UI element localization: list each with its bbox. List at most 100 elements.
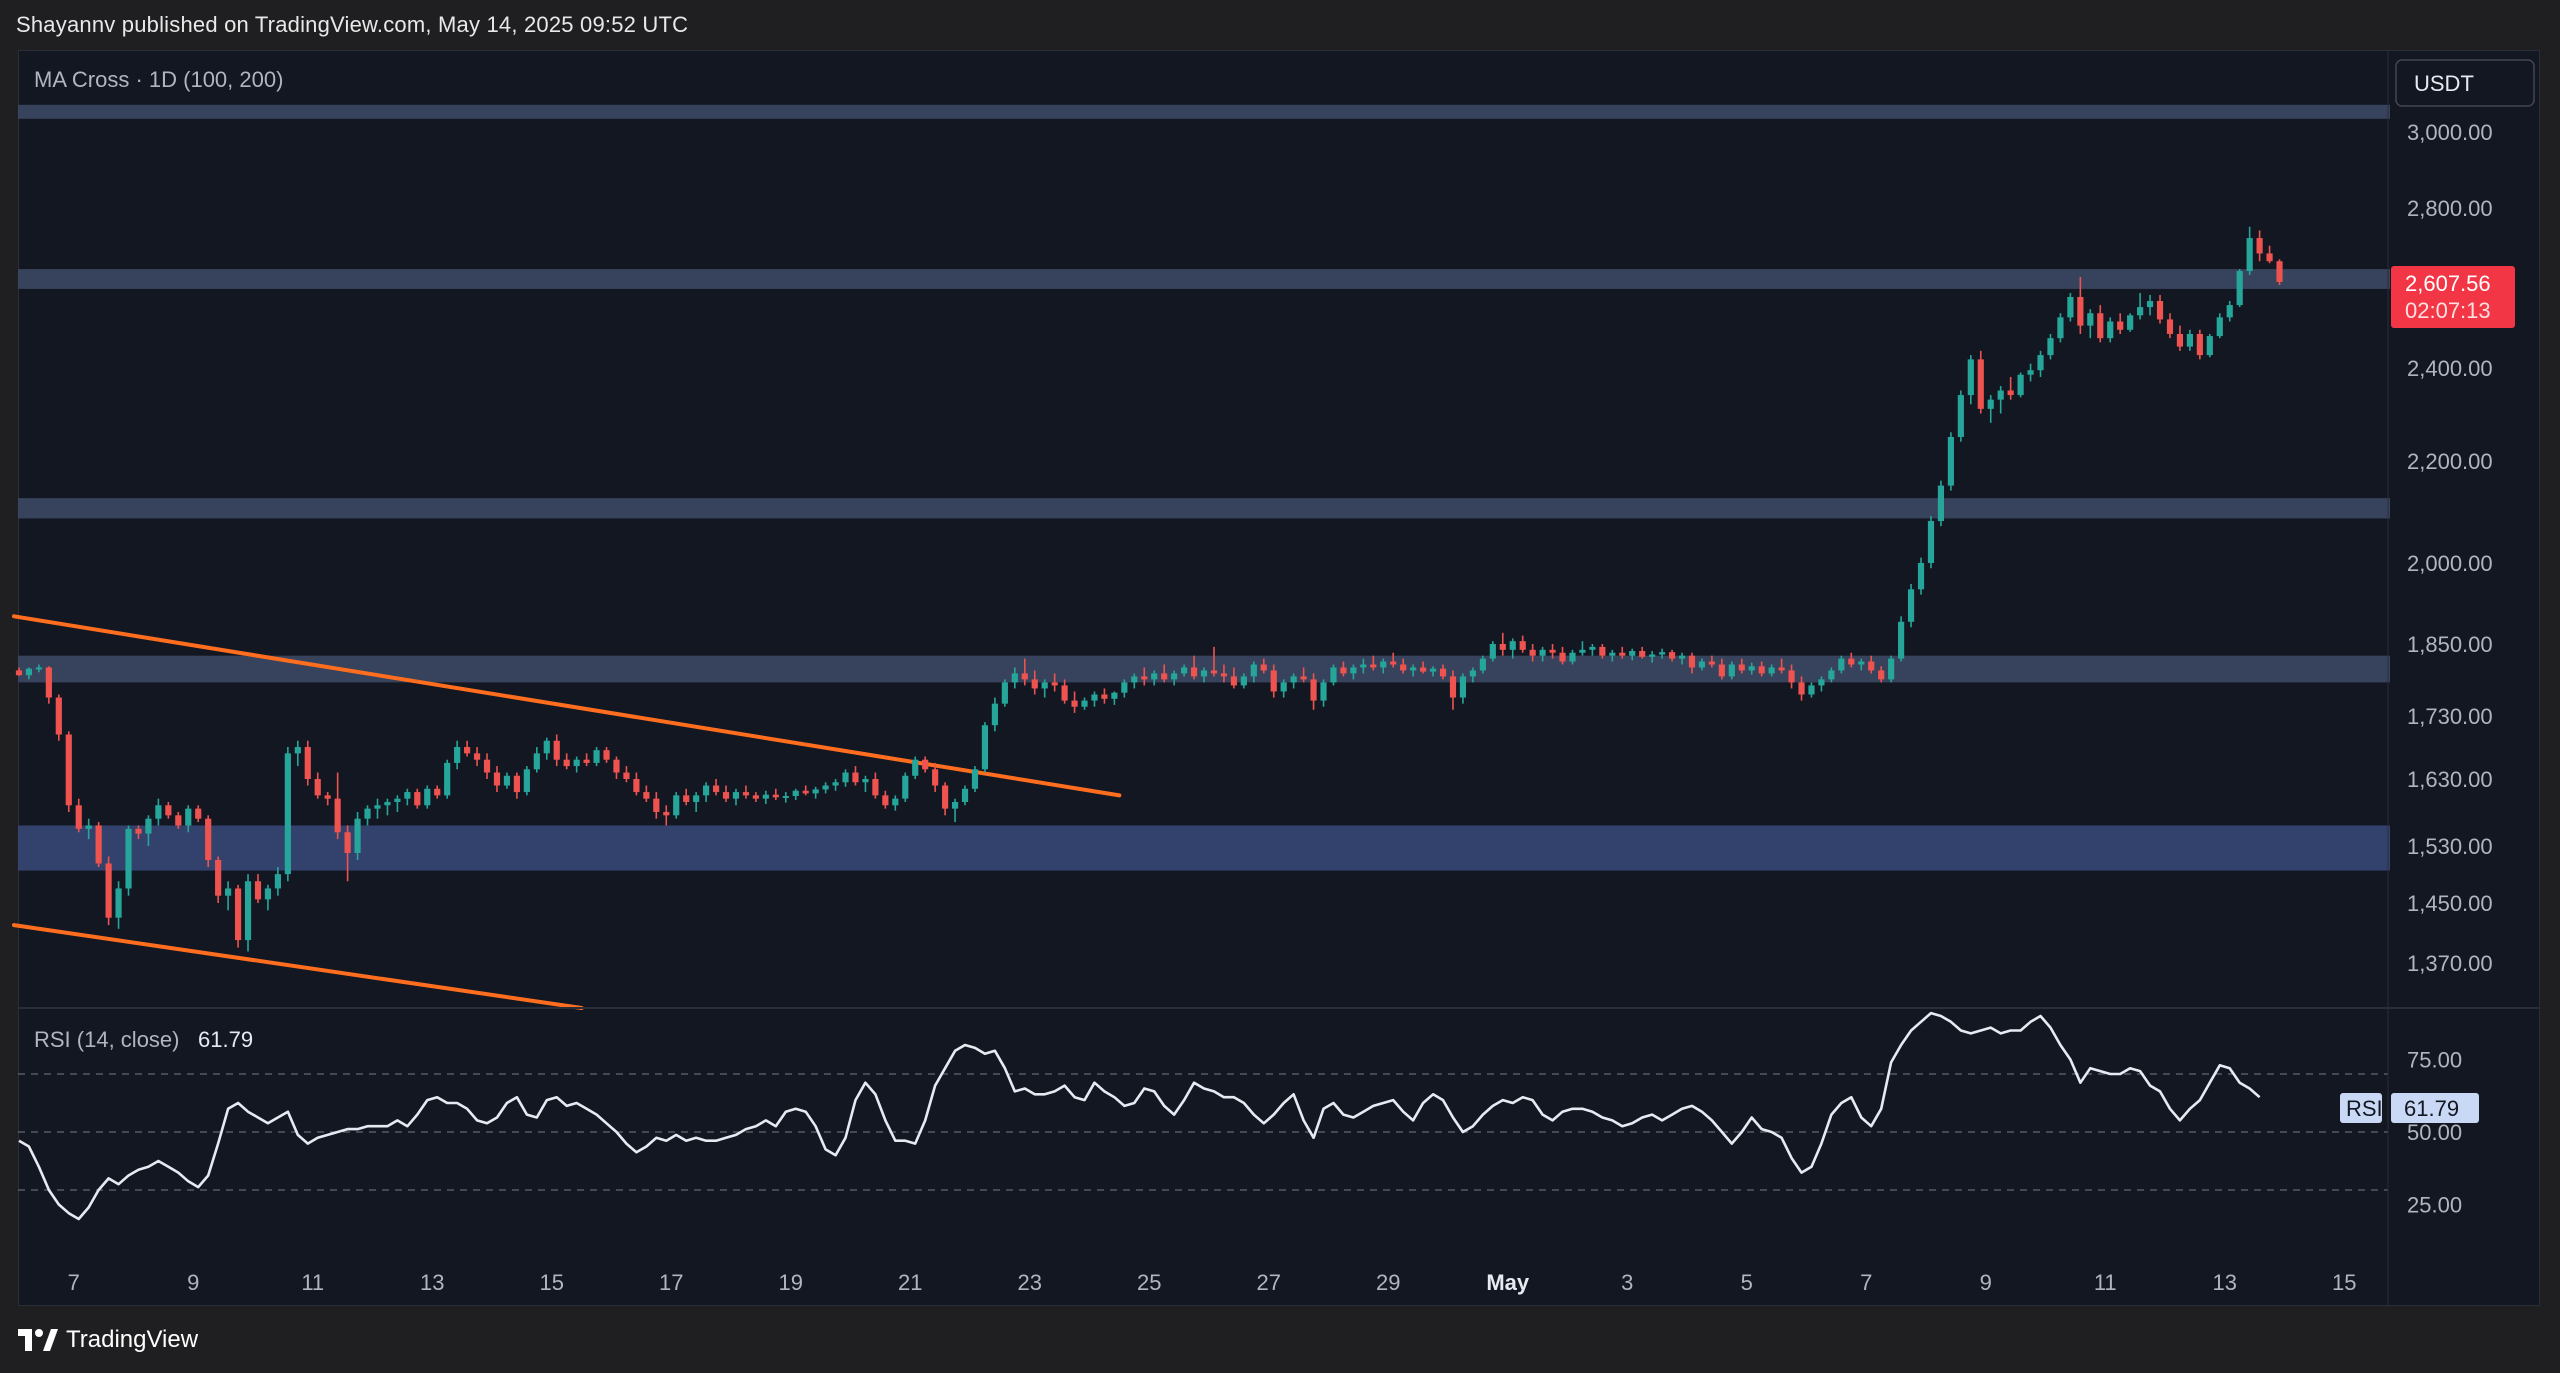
candle-body: [1937, 485, 1945, 522]
candle: [1101, 688, 1108, 704]
candle: [1728, 661, 1735, 680]
candle-body: [1788, 670, 1795, 683]
candle: [872, 772, 879, 799]
candle: [1838, 655, 1845, 674]
candle-body: [1519, 641, 1526, 650]
candle: [215, 856, 222, 903]
candle-body: [1250, 664, 1257, 677]
candle-body: [842, 772, 849, 783]
candle: [2166, 313, 2174, 339]
candle: [2186, 329, 2193, 351]
candle: [762, 790, 769, 804]
indicator-label[interactable]: MA Cross · 1D (100, 200): [34, 67, 283, 92]
time-tick-label: 11: [301, 1270, 324, 1295]
trendline[interactable]: [12, 923, 584, 1010]
candle-body: [1061, 685, 1068, 701]
time-tick-label: 13: [2213, 1270, 2237, 1295]
brand-name[interactable]: TradingView: [66, 1326, 199, 1353]
candle: [1589, 644, 1596, 656]
candle: [1519, 635, 1526, 653]
candle-body: [643, 792, 650, 799]
candle: [1250, 661, 1257, 683]
candle-body: [205, 818, 212, 860]
candle: [722, 785, 730, 802]
price-tick-label: 1,630.00: [2407, 767, 2493, 792]
candle-body: [1161, 673, 1168, 680]
candle: [523, 766, 530, 796]
candle: [1947, 432, 1954, 491]
price-tick-label: 2,200.00: [2407, 449, 2493, 474]
candle: [2087, 309, 2094, 339]
candle: [2057, 313, 2064, 343]
last-price-badge: 2,607.56 02:07:13: [2391, 266, 2515, 328]
candle-body: [1907, 589, 1915, 622]
candle-body: [971, 769, 979, 789]
candle: [1957, 390, 1964, 442]
time-tick-label: 11: [2094, 1270, 2117, 1295]
time-tick-label: 7: [1860, 1270, 1872, 1295]
candle-body: [1858, 661, 1865, 665]
candle: [175, 811, 182, 829]
candle: [2047, 333, 2054, 360]
time-tick-label: 19: [779, 1270, 803, 1295]
candle: [384, 798, 391, 816]
sr-zone[interactable]: [18, 269, 2390, 289]
candle: [2256, 230, 2263, 262]
candle: [573, 756, 580, 773]
candle-body: [364, 808, 371, 819]
candle-body: [1230, 676, 1237, 686]
candle-body: [832, 782, 839, 786]
candle: [1360, 658, 1367, 674]
rsi-reference-lines: [18, 1073, 2388, 1191]
candle: [623, 766, 630, 783]
time-tick-label: 29: [1376, 1270, 1400, 1295]
candle: [563, 753, 570, 770]
candle-body: [1270, 670, 1277, 692]
candle-body: [284, 753, 291, 875]
candle: [1917, 557, 1925, 595]
candle-body: [1380, 661, 1387, 668]
candle-body: [1190, 667, 1198, 677]
candle-body: [175, 815, 182, 826]
candle-body: [1121, 682, 1128, 693]
candle: [1668, 649, 1676, 662]
currency-badge[interactable]: USDT: [2395, 59, 2535, 107]
candle: [1529, 644, 1536, 662]
candle: [862, 775, 869, 793]
rsi-badge-name-bg: [2340, 1093, 2382, 1123]
candle: [195, 805, 202, 823]
candle-body: [593, 750, 600, 763]
candle-body: [693, 795, 700, 802]
candle-body: [85, 825, 92, 829]
last-price-badge-bg: [2391, 266, 2515, 328]
time-tick-label: 13: [420, 1270, 444, 1295]
candle: [2276, 259, 2283, 285]
support-resistance-zones: [18, 104, 2390, 871]
time-tick-label: 15: [2332, 1270, 2356, 1295]
rsi-series: [18, 1011, 2261, 1221]
candle-body: [603, 750, 610, 760]
candle-body: [1708, 661, 1715, 665]
candle: [1539, 646, 1546, 662]
candle-body: [1420, 667, 1427, 672]
candle: [683, 788, 690, 806]
sr-zone[interactable]: [18, 104, 2390, 119]
candle-body: [1509, 641, 1516, 650]
candle: [1858, 658, 1865, 671]
candle: [145, 815, 152, 846]
candle: [1499, 632, 1506, 656]
candle: [165, 801, 172, 819]
candle-body: [762, 794, 769, 799]
sr-zone[interactable]: [18, 498, 2390, 519]
candle-body: [1469, 670, 1476, 677]
candle: [334, 772, 341, 840]
candle-body: [1459, 676, 1467, 698]
candle: [1459, 673, 1467, 704]
rsi-badge-value: 61.79: [2404, 1096, 2459, 1121]
sr-zone[interactable]: [18, 825, 2390, 871]
candle-body: [394, 798, 401, 802]
rsi-label[interactable]: RSI (14, close): [34, 1027, 180, 1052]
candle: [1380, 658, 1387, 674]
candle-body: [483, 759, 491, 773]
